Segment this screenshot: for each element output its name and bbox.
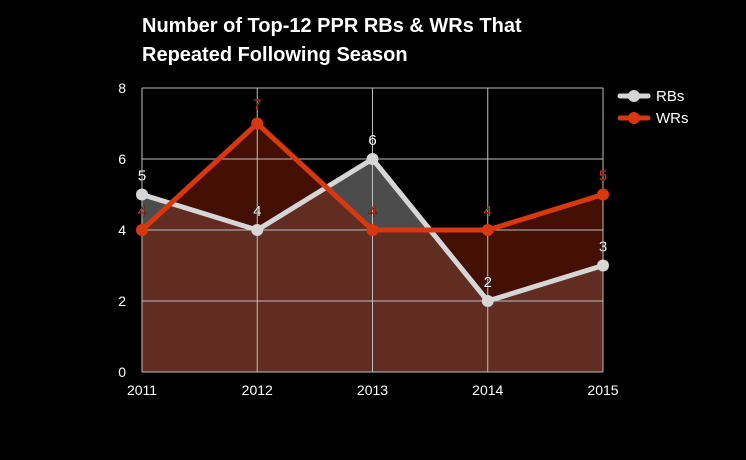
data-label-rbs-2014: 2 bbox=[484, 274, 492, 291]
data-label-wrs-2015: 5 bbox=[599, 168, 607, 185]
data-label-rbs-2013: 6 bbox=[368, 132, 376, 149]
x-tick-label-2014: 2014 bbox=[472, 382, 503, 398]
y-tick-label-4: 4 bbox=[118, 222, 126, 238]
point-rbs-2013 bbox=[366, 153, 379, 165]
x-tick-label-2015: 2015 bbox=[587, 382, 618, 398]
data-label-wrs-2013: 4 bbox=[368, 203, 376, 220]
point-wrs-2014 bbox=[481, 224, 494, 236]
point-rbs-2015 bbox=[597, 259, 609, 272]
legend: RBs WRs bbox=[617, 88, 689, 127]
y-tick-label-0: 0 bbox=[118, 364, 126, 380]
legend-label-rbs: RBs bbox=[656, 88, 684, 105]
data-label-rbs-2012: 4 bbox=[253, 203, 261, 220]
point-wrs-2011 bbox=[136, 224, 148, 236]
legend-marker-rbs bbox=[628, 90, 640, 102]
y-tick-label-8: 8 bbox=[118, 80, 126, 96]
data-label-rbs-2015: 3 bbox=[599, 239, 607, 256]
x-tick-label-2012: 2012 bbox=[242, 382, 273, 398]
x-tick-label-2013: 2013 bbox=[357, 382, 388, 398]
y-tick-label-6: 6 bbox=[118, 151, 126, 167]
point-wrs-2012 bbox=[251, 117, 264, 130]
data-label-wrs-2014: 4 bbox=[484, 203, 492, 220]
data-label-wrs-2011: 4 bbox=[138, 203, 146, 220]
chart-title-line-1: Number of Top-12 PPR RBs & WRs That bbox=[142, 15, 522, 37]
data-labels: 5 4 6 2 3 4 7 4 4 5 bbox=[138, 96, 608, 291]
chart-title-line-2: Repeated Following Season bbox=[142, 44, 408, 66]
point-wrs-2015 bbox=[597, 188, 609, 201]
data-label-rbs-2011: 5 bbox=[138, 168, 146, 185]
legend-marker-wrs bbox=[628, 112, 640, 124]
series-points bbox=[136, 117, 609, 307]
x-tick-label-2011: 2011 bbox=[127, 382, 157, 398]
legend-label-wrs: WRs bbox=[656, 110, 689, 127]
point-wrs-2013 bbox=[366, 224, 379, 236]
point-rbs-2011 bbox=[136, 188, 148, 201]
y-tick-label-2: 2 bbox=[118, 293, 126, 309]
point-rbs-2014 bbox=[481, 295, 494, 307]
chart-title: Number of Top-12 PPR RBs & WRs That Repe… bbox=[142, 12, 522, 70]
axis-ticks: 0 2 4 6 8 2011 2012 2013 2014 2015 bbox=[118, 80, 619, 398]
data-label-wrs-2012: 7 bbox=[253, 97, 261, 114]
point-rbs-2012 bbox=[251, 224, 264, 236]
